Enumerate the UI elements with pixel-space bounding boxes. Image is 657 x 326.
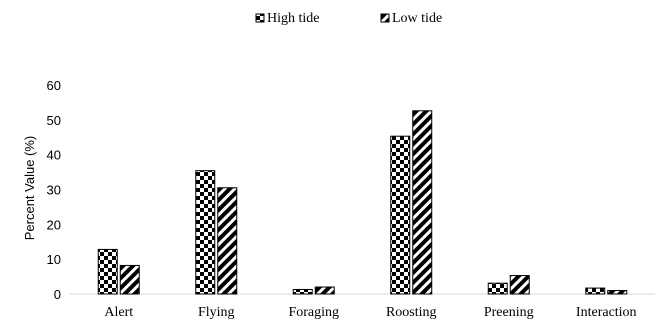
bar-low-tide-flying [217, 187, 238, 295]
bar-low-tide-preening [509, 275, 530, 295]
bar-high-tide-alert [97, 248, 118, 295]
x-tick-label: Foraging [288, 305, 339, 320]
legend-swatch-low-tide [380, 13, 390, 23]
bar-low-tide-roosting [412, 110, 433, 295]
legend-label-high-tide: High tide [267, 11, 320, 26]
legend: High tide Low tide [255, 11, 442, 26]
y-tick-label: 50 [47, 113, 61, 128]
legend-item-low-tide: Low tide [380, 11, 442, 26]
bar-high-tide-roosting [390, 135, 411, 295]
y-tick-labels: 0 10 20 30 40 50 60 [47, 78, 61, 302]
x-tick-label: Flying [198, 305, 235, 320]
bar-high-tide-foraging [292, 288, 313, 295]
bar-high-tide-preening [487, 282, 508, 295]
bars [97, 110, 628, 295]
bar-low-tide-foraging [314, 286, 335, 295]
x-tick-label: Roosting [386, 305, 437, 320]
x-tick-labels: Alert Flying Foraging Roosting Preening Inter… [104, 305, 636, 320]
y-tick-label: 40 [47, 148, 61, 163]
y-axis-title: Percent Value (%) [22, 136, 37, 241]
legend-label-low-tide: Low tide [392, 11, 442, 26]
bar-high-tide-flying [195, 170, 216, 295]
bar-low-tide-alert [119, 264, 140, 295]
y-tick-label: 60 [47, 78, 61, 93]
y-tick-label: 20 [47, 217, 61, 232]
bar-high-tide-interaction [585, 287, 606, 295]
y-tick-label: 0 [54, 287, 61, 302]
x-tick-label: Preening [484, 305, 534, 320]
bar-low-tide-interaction [607, 290, 628, 295]
x-tick-label: Interaction [576, 305, 637, 320]
legend-item-high-tide: High tide [255, 11, 320, 26]
legend-swatch-high-tide [255, 13, 265, 23]
y-tick-label: 30 [47, 183, 61, 198]
x-tick-label: Alert [104, 305, 133, 320]
y-tick-label: 10 [47, 252, 61, 267]
